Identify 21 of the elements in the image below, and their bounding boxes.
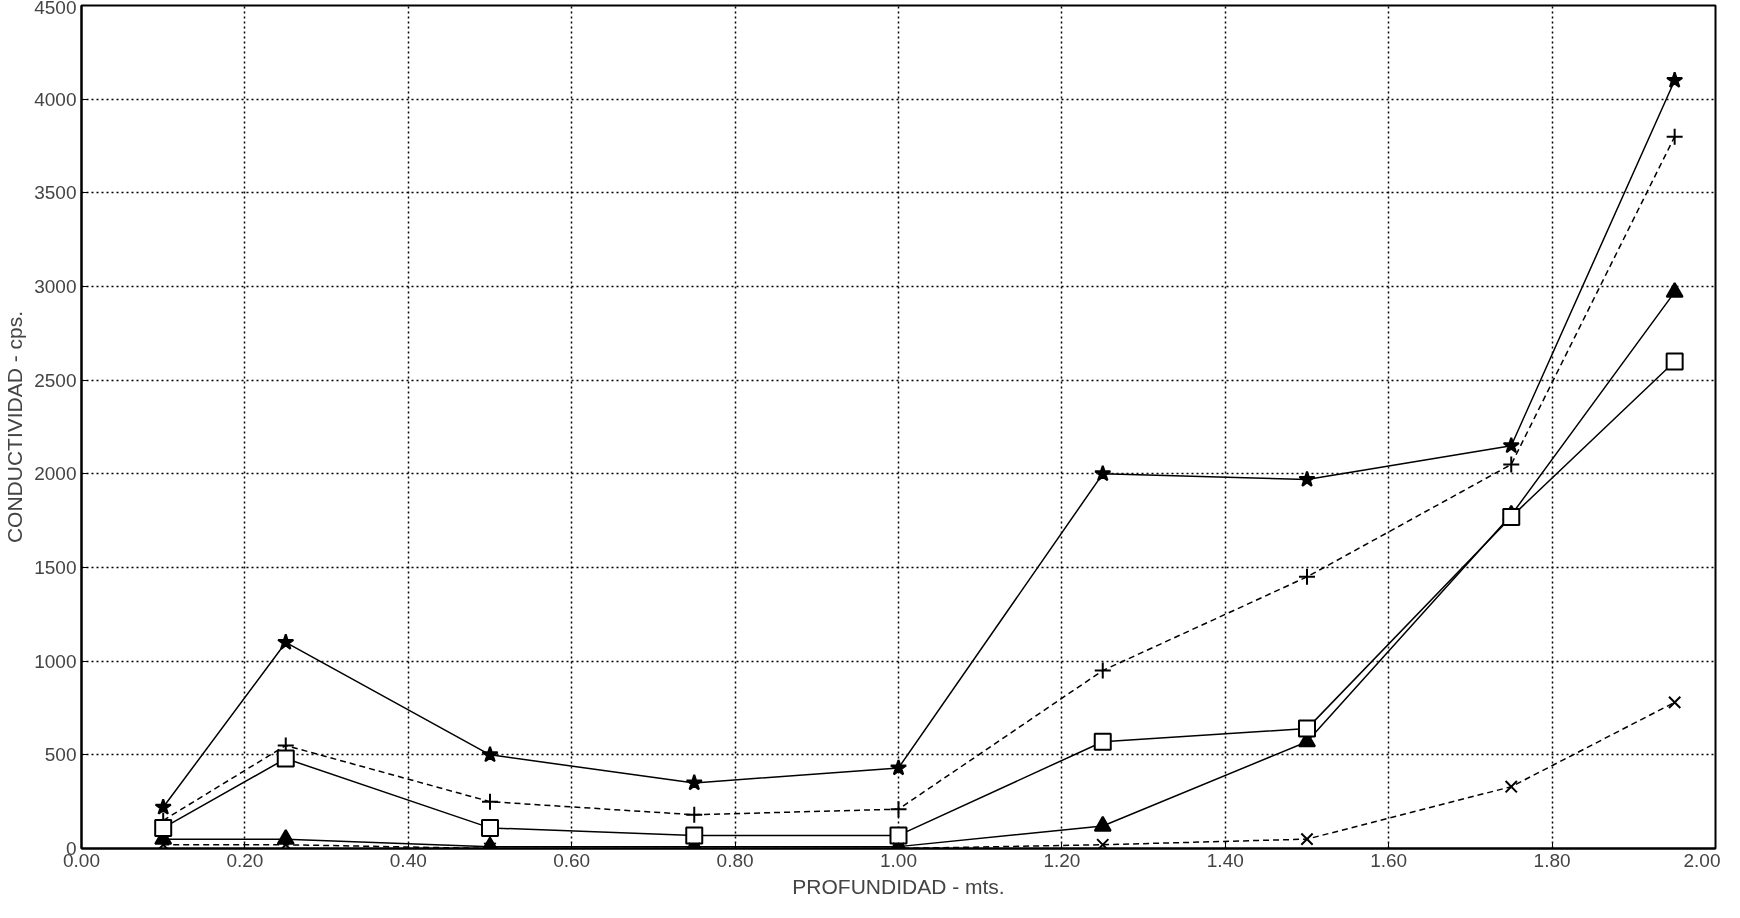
- x-axis-title: PROFUNDIDAD - mts.: [792, 874, 1005, 898]
- y-tick-label: 4500: [34, 0, 77, 18]
- x-tick-label: 0.80: [716, 849, 754, 871]
- y-tick-label: 2500: [34, 369, 77, 391]
- x-tick-label: 1.40: [1206, 849, 1244, 871]
- y-axis-title: CONDUCTIVIDAD - cps.: [3, 310, 27, 544]
- y-tick-label: 4000: [34, 88, 77, 110]
- x-tick-label: 0.60: [553, 849, 591, 871]
- x-tick-label: 1.20: [1043, 849, 1081, 871]
- x-tick-label: 1.80: [1533, 849, 1571, 871]
- y-tick-label: 1500: [34, 557, 77, 578]
- y-tick-label: 3000: [34, 276, 77, 297]
- y-tick-label: 1000: [34, 650, 77, 672]
- x-tick-label: 1.60: [1370, 849, 1408, 871]
- x-tick-label: 2.00: [1683, 849, 1721, 871]
- y-tick-label: 500: [44, 744, 77, 766]
- y-tick-label: 3500: [34, 182, 77, 204]
- x-tick-label: 0.20: [226, 849, 264, 871]
- y-tick-label: 2000: [34, 463, 77, 485]
- x-tick-label: 1.00: [880, 849, 917, 871]
- x-tick-label: 0.40: [389, 849, 427, 871]
